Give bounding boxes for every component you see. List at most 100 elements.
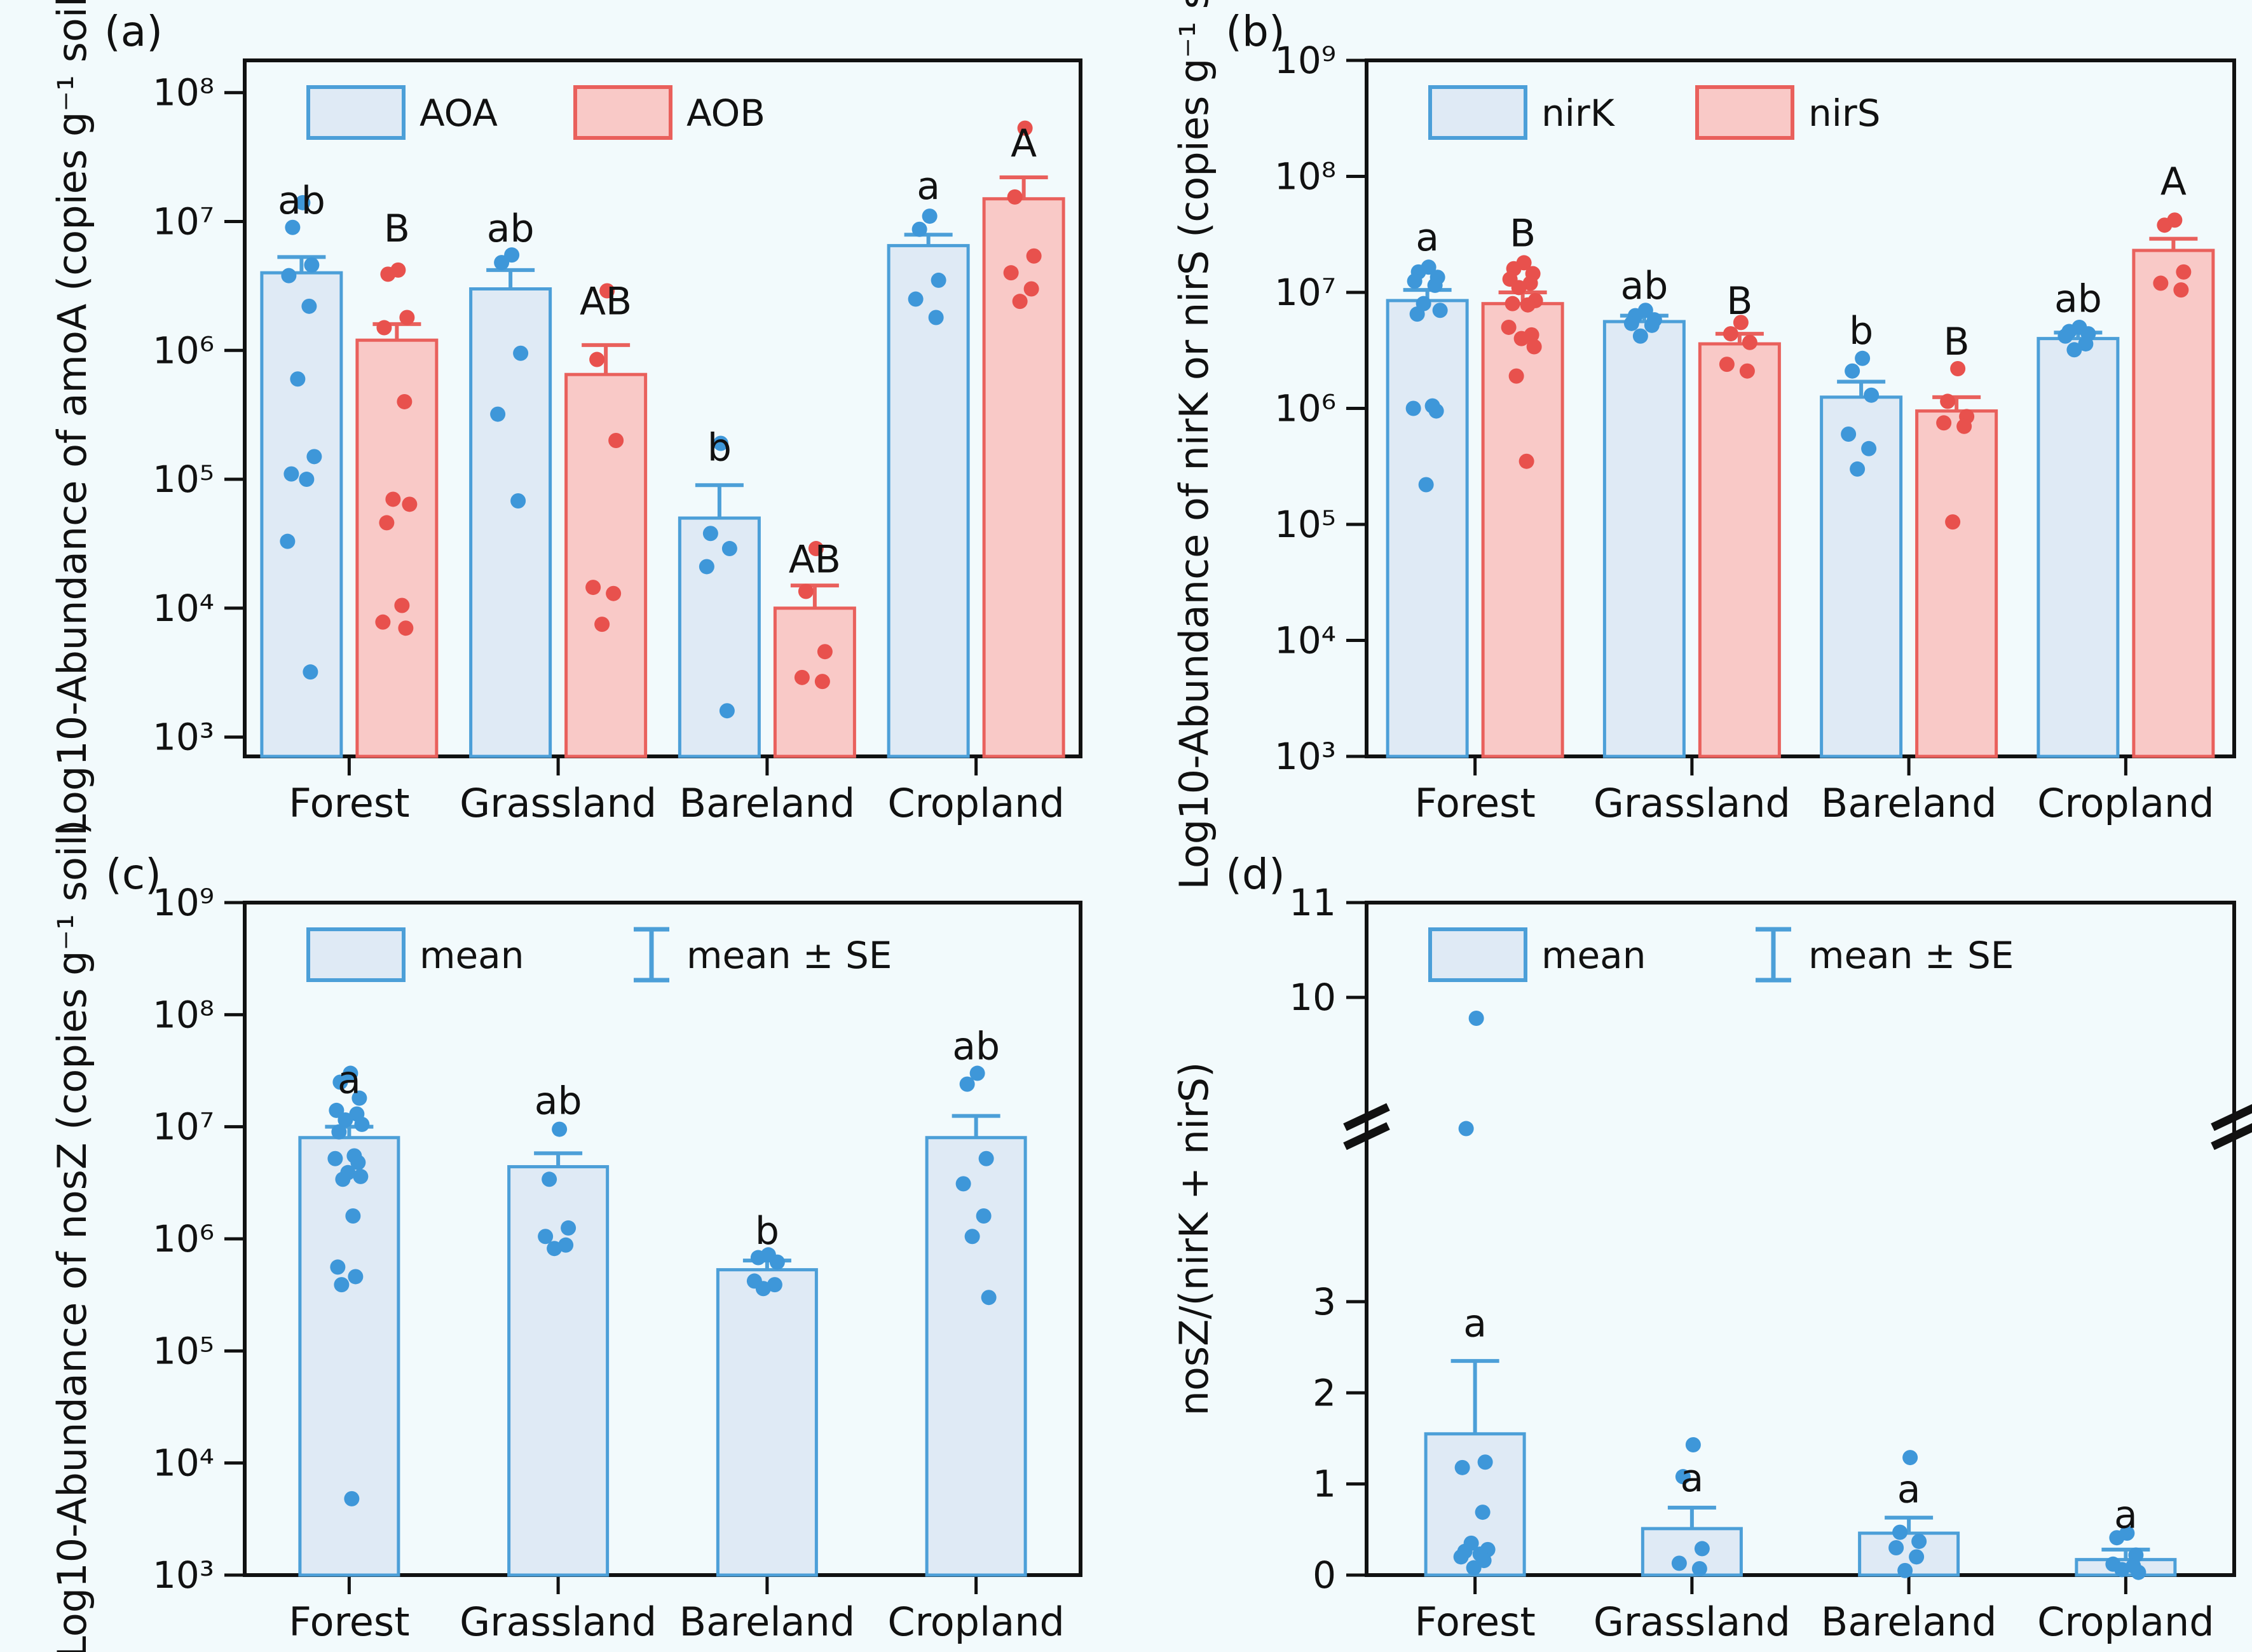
- data-point-nirs-cropland: [2176, 264, 2192, 280]
- data-point-aob-forest: [385, 491, 401, 507]
- x-category-label-cropland: Cropland: [2037, 1599, 2214, 1645]
- y-tick-label: 10⁸: [153, 71, 214, 114]
- data-point-nirs-cropland: [2153, 275, 2169, 291]
- bar-aob-cropland: [982, 197, 1065, 758]
- y-tick-label: 10⁶: [1274, 387, 1336, 430]
- legend-label-nirk: nirK: [1541, 92, 1616, 135]
- panel-a: (a)Log10-Abundance of amoA (copies g⁻¹ s…: [49, 0, 1082, 836]
- data-point-mean-bareland: [755, 1281, 771, 1297]
- x-category-label-bareland: Bareland: [679, 1599, 856, 1645]
- data-point-mean-forest: [335, 1171, 351, 1187]
- y-tick-label: 11: [1289, 881, 1336, 924]
- bar-nirk-bareland: [1820, 395, 1903, 758]
- data-point-mean-grassland: [552, 1121, 568, 1137]
- significance-letter-mean-forest: a: [338, 1058, 361, 1103]
- data-point-aob-forest: [397, 393, 413, 409]
- bar-nirk-forest: [1386, 299, 1469, 758]
- data-point-aob-grassland: [608, 432, 624, 448]
- data-point-aoa-forest: [301, 298, 317, 314]
- legend-label-mean-se: mean ± SE: [686, 934, 892, 977]
- legend-label-mean-se: mean ± SE: [1808, 934, 2014, 977]
- data-point-mean-forest: [334, 1277, 350, 1293]
- bar-nirk-cropland: [2037, 337, 2120, 758]
- data-point-mean-cropland: [978, 1150, 994, 1166]
- x-category-label-forest: Forest: [289, 1599, 409, 1645]
- data-point-mean-grassland: [1671, 1555, 1687, 1571]
- bar-mean-grassland: [1641, 1527, 1743, 1577]
- y-tick-label: 10⁶: [153, 329, 214, 372]
- significance-letter-nirk-forest: a: [1416, 215, 1439, 260]
- y-tick-label: 10: [1289, 976, 1336, 1019]
- legend-swatch-mean: [306, 927, 406, 982]
- data-point-nirk-bareland: [1850, 461, 1866, 477]
- significance-letter-aoa-cropland: a: [917, 164, 940, 208]
- axis-break-mark: [2211, 1123, 2252, 1150]
- data-point-aoa-bareland: [699, 559, 714, 575]
- data-point-aoa-bareland: [719, 703, 735, 719]
- data-point-nirs-bareland: [1936, 415, 1952, 431]
- y-tick-label: 10⁷: [1274, 271, 1336, 314]
- data-point-mean-cropland: [976, 1208, 992, 1224]
- data-point-nirs-grassland: [1723, 326, 1738, 342]
- data-point-aob-cropland: [1003, 265, 1019, 281]
- data-point-mean-grassland: [542, 1171, 557, 1187]
- x-category-label-forest: Forest: [1414, 780, 1535, 826]
- y-tick-label: 0: [1313, 1553, 1336, 1597]
- data-point-nirs-forest: [1501, 319, 1517, 335]
- data-point-mean-grassland: [1675, 1469, 1691, 1485]
- data-point-nirs-grassland: [1742, 334, 1757, 350]
- data-point-nirs-cropland: [2173, 282, 2189, 298]
- data-point-nirk-grassland: [1623, 315, 1639, 331]
- data-point-mean-bareland: [1888, 1539, 1904, 1555]
- data-point-mean-forest: [1466, 1560, 1482, 1576]
- data-point-mean-bareland: [767, 1277, 782, 1293]
- data-point-mean-cropland: [981, 1290, 997, 1306]
- data-point-aob-bareland: [794, 669, 810, 685]
- significance-letter-nirs-cropland: A: [2160, 160, 2187, 204]
- data-point-mean-forest: [354, 1116, 370, 1132]
- data-point-aoa-grassland: [513, 345, 529, 361]
- data-point-aob-cropland: [1012, 294, 1028, 310]
- data-point-aob-cropland: [1026, 248, 1042, 264]
- data-point-aob-forest: [398, 620, 414, 636]
- legend-label-aob: AOB: [686, 92, 765, 135]
- bar-aob-grassland: [564, 372, 648, 758]
- data-point-aob-grassland: [599, 283, 615, 299]
- data-point-mean-forest: [344, 1491, 360, 1506]
- data-point-aoa-bareland: [721, 541, 737, 557]
- bar-nirs-forest: [1481, 302, 1564, 758]
- x-category-label-cropland: Cropland: [887, 780, 1065, 826]
- data-point-aoa-forest: [303, 664, 318, 680]
- data-point-nirk-bareland: [1861, 440, 1877, 456]
- data-point-aoa-grassland: [490, 406, 506, 422]
- data-point-mean-grassland: [547, 1241, 563, 1257]
- data-point-mean-bareland: [769, 1254, 785, 1270]
- data-point-aoa-cropland: [928, 310, 944, 325]
- data-point-mean-forest: [350, 1154, 366, 1170]
- data-point-mean-cropland: [2114, 1562, 2130, 1578]
- data-point-nirk-bareland: [1845, 363, 1860, 379]
- data-point-nirs-forest: [1513, 331, 1529, 346]
- data-point-nirs-grassland: [1733, 315, 1749, 331]
- data-point-mean-grassland: [1694, 1541, 1710, 1557]
- data-point-mean-forest: [1477, 1454, 1493, 1470]
- significance-letter-nirs-forest: B: [1510, 211, 1536, 256]
- data-point-nirk-forest: [1407, 273, 1423, 289]
- legend-label-aoa: AOA: [420, 92, 498, 135]
- panel-tag-b: (b): [1225, 7, 1285, 56]
- data-point-aob-bareland: [808, 541, 824, 557]
- data-point-aob-grassland: [585, 580, 601, 596]
- data-point-aoa-forest: [304, 257, 320, 273]
- data-point-mean-forest: [1468, 1010, 1484, 1026]
- data-point-aob-forest: [375, 614, 391, 630]
- data-point-nirs-forest: [1526, 339, 1542, 355]
- bar-nirs-bareland: [1915, 409, 1998, 758]
- data-point-mean-forest: [351, 1090, 367, 1106]
- data-point-aoa-bareland: [702, 526, 718, 542]
- y-axis-label-c: Log10-Abundance of nosZ (copies g⁻¹ soil…: [49, 819, 95, 1652]
- data-point-mean-cropland: [2109, 1530, 2125, 1546]
- bar-nirk-grassland: [1602, 320, 1686, 758]
- y-tick-label: 10⁷: [153, 1105, 214, 1149]
- bar-aoa-grassland: [469, 287, 552, 758]
